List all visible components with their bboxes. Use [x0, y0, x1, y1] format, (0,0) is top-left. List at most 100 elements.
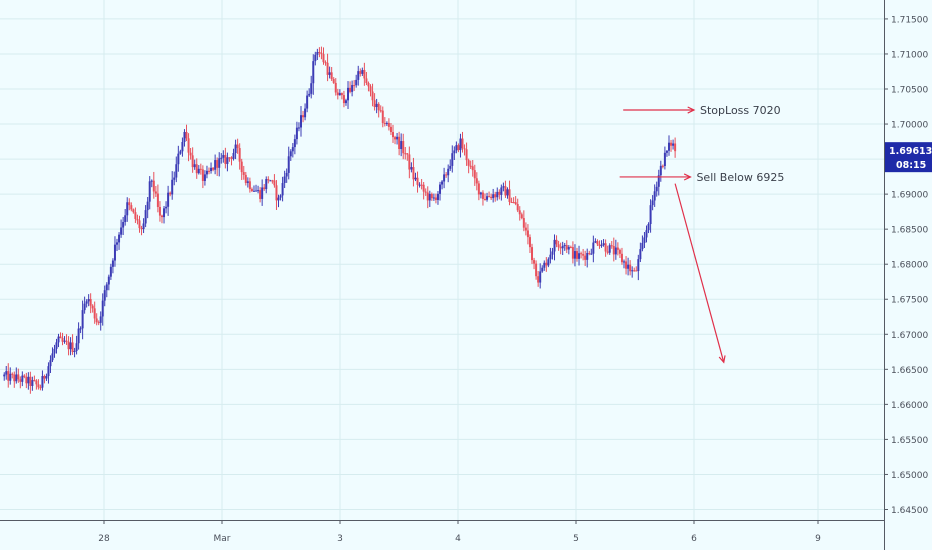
candle-body — [498, 191, 501, 195]
candle-body — [553, 239, 556, 252]
candle-body — [408, 154, 411, 170]
candle — [432, 193, 435, 201]
candle-body — [592, 242, 595, 254]
candle-body — [134, 212, 137, 219]
candle — [126, 197, 129, 222]
candle — [173, 171, 176, 186]
candle-body — [228, 157, 231, 159]
candle-body — [526, 230, 529, 238]
candle — [492, 188, 495, 203]
time-tick-label: Mar — [214, 534, 231, 544]
annotation-down-arrow[interactable] — [674, 183, 726, 364]
candle — [295, 121, 298, 145]
candle — [177, 145, 180, 172]
annotation-line[interactable] — [674, 183, 725, 363]
candle — [195, 158, 198, 179]
candle-body — [273, 180, 276, 186]
candle — [61, 332, 64, 346]
candle — [555, 235, 558, 248]
candle-body — [441, 181, 444, 185]
candle-body — [473, 170, 476, 179]
candle-body — [451, 153, 454, 166]
candle-body — [214, 160, 217, 170]
candle — [412, 157, 415, 187]
candle — [238, 143, 241, 170]
candle-body — [261, 187, 264, 199]
candle-body — [306, 95, 309, 109]
candle-body — [563, 245, 566, 247]
candle — [578, 245, 581, 266]
candle-body — [120, 227, 123, 235]
candle-body — [302, 115, 305, 118]
candle-body — [389, 126, 392, 133]
candle-body — [324, 62, 327, 64]
candle-body — [586, 252, 589, 260]
annotation-level-arrow[interactable]: Sell Below 6925 — [619, 171, 785, 184]
candle — [181, 137, 184, 157]
candle — [19, 376, 22, 389]
candle-body — [537, 276, 540, 283]
candle-body — [326, 62, 329, 75]
candle — [357, 65, 360, 86]
candle — [47, 362, 50, 384]
candle — [369, 84, 372, 97]
price-tick-label: 1.65000 — [891, 471, 928, 481]
candle-body — [383, 122, 386, 124]
candle-body — [424, 191, 427, 193]
candle-body — [365, 78, 368, 84]
time-tick-label: 28 — [98, 534, 110, 544]
candle — [359, 68, 362, 77]
candle-body — [612, 245, 615, 255]
candle — [561, 241, 564, 256]
candle — [118, 232, 121, 250]
candle — [7, 363, 10, 388]
time-tick-label: 9 — [815, 534, 821, 544]
candle-body — [126, 202, 129, 216]
candle-body — [45, 376, 48, 379]
candle-body — [318, 52, 321, 54]
candle — [463, 144, 466, 156]
candle — [447, 164, 450, 183]
candle — [488, 191, 491, 198]
candle — [531, 243, 534, 264]
candle — [565, 240, 568, 254]
candle — [71, 334, 74, 355]
candle-body — [551, 251, 554, 255]
candle-body — [406, 153, 409, 155]
candle — [381, 106, 384, 128]
candle — [569, 245, 572, 249]
annotation-level-arrow[interactable]: StopLoss 7020 — [623, 104, 781, 117]
candle-body — [359, 71, 362, 74]
candle-body — [39, 387, 42, 389]
candle-body — [436, 193, 439, 200]
candle-body — [89, 299, 92, 306]
candle — [210, 162, 213, 174]
candle-body — [588, 252, 591, 254]
candle-body — [445, 174, 448, 176]
candle-body — [557, 244, 560, 248]
candle — [504, 180, 507, 198]
candle-body — [555, 239, 558, 245]
candle-body — [65, 340, 68, 342]
candle — [205, 165, 208, 179]
candle — [553, 234, 556, 261]
candle-body — [428, 193, 431, 201]
candle — [469, 160, 472, 170]
candle — [165, 201, 168, 214]
candle — [318, 47, 321, 58]
candle — [379, 105, 382, 113]
candle-body — [567, 246, 570, 250]
candle — [496, 187, 499, 201]
candle-body — [426, 192, 429, 201]
candle — [37, 379, 40, 390]
candle-body — [336, 92, 339, 96]
candle-body — [402, 141, 405, 154]
candle — [455, 141, 458, 154]
candle-body — [158, 207, 161, 216]
candle — [316, 48, 319, 61]
candle-body — [85, 301, 88, 304]
candle-body — [559, 247, 562, 249]
candle — [248, 177, 251, 193]
